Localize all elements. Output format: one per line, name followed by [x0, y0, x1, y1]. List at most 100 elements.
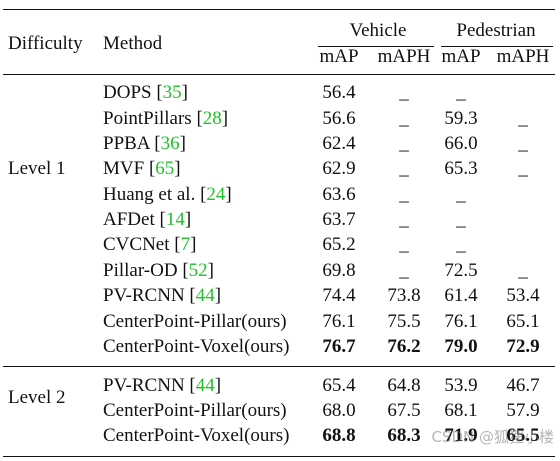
header-vehicle-maph: mAPH: [377, 46, 431, 67]
value-cell-p-maph: 72.9: [506, 336, 540, 357]
citation-link[interactable]: 44: [195, 285, 215, 306]
value-cell-v-map: 63.6: [322, 184, 356, 205]
value-cell-p-maph: 57.9: [506, 400, 540, 421]
value-cell-p-map: _: [456, 234, 466, 255]
citation-link[interactable]: 65: [155, 158, 175, 179]
citation-link[interactable]: 35: [162, 82, 182, 103]
value-cell-v-map: 76.1: [322, 311, 356, 332]
value-cell-p-maph: _: [518, 108, 528, 129]
vehicle-cmidrule: [318, 46, 434, 47]
citation-link[interactable]: 7: [180, 234, 191, 255]
method-cell: PointPillars [28]: [103, 108, 229, 129]
value-cell-v-maph: _: [399, 260, 409, 281]
method-name: CenterPoint-Pillar(ours): [103, 400, 287, 421]
method-cell: PPBA [36]: [103, 133, 186, 154]
value-cell-p-map: 68.1: [444, 400, 478, 421]
method-name: PointPillars: [103, 108, 192, 129]
method-cell: PV-RCNN [44]: [103, 375, 222, 396]
method-name: CenterPoint-Pillar(ours): [103, 311, 287, 332]
value-cell-v-map: 65.4: [322, 375, 356, 396]
header-difficulty: Difficulty: [8, 33, 83, 54]
method-cell: DOPS [35]: [103, 82, 188, 103]
value-cell-p-map: 53.9: [444, 375, 478, 396]
value-cell-p-maph: 53.4: [506, 285, 540, 306]
level-label: Level 2: [8, 387, 66, 408]
value-cell-p-map: 72.5: [444, 260, 478, 281]
method-cell: Pillar-OD [52]: [103, 260, 214, 281]
method-name: CVCNet: [103, 234, 170, 255]
value-cell-p-map: _: [456, 82, 466, 103]
method-cell: CVCNet [7]: [103, 234, 197, 255]
value-cell-p-map: 79.0: [444, 336, 478, 357]
value-cell-v-maph: 76.2: [387, 336, 421, 357]
citation-link[interactable]: 36: [160, 133, 180, 154]
value-cell-p-maph: 65.5: [506, 425, 540, 446]
citation-link[interactable]: 28: [202, 108, 222, 129]
value-cell-p-map: 65.3: [444, 158, 478, 179]
method-cell: AFDet [14]: [103, 209, 192, 230]
method-cell: MVF [65]: [103, 158, 181, 179]
method-name: MVF: [103, 158, 145, 179]
method-name: PV-RCNN: [103, 285, 185, 306]
bottom-rule: [3, 456, 555, 457]
method-name: AFDet: [103, 209, 155, 230]
method-name: PV-RCNN: [103, 375, 185, 396]
value-cell-p-map: _: [456, 184, 466, 205]
value-cell-v-maph: 68.3: [387, 425, 421, 446]
value-cell-p-map: 71.9: [444, 425, 478, 446]
top-rule: [3, 9, 555, 10]
value-cell-p-maph: _: [518, 260, 528, 281]
value-cell-v-map: 69.8: [322, 260, 356, 281]
level-separator-rule: [3, 366, 555, 367]
method-cell: CenterPoint-Voxel(ours): [103, 425, 289, 447]
value-cell-p-map: 66.0: [444, 133, 478, 154]
method-name: CenterPoint-Voxel(ours): [103, 336, 290, 357]
value-cell-v-map: 65.2: [322, 234, 356, 255]
value-cell-v-maph: _: [399, 82, 409, 103]
value-cell-p-maph: _: [518, 158, 528, 179]
method-name: PPBA: [103, 133, 150, 154]
value-cell-v-maph: 75.5: [387, 311, 421, 332]
citation-link[interactable]: 52: [188, 260, 208, 281]
method-cell: CenterPoint-Pillar(ours): [103, 400, 287, 422]
value-cell-v-map: 76.7: [322, 336, 356, 357]
header-rule: [3, 74, 555, 75]
method-name: DOPS: [103, 82, 152, 103]
method-cell: PV-RCNN [44]: [103, 285, 222, 306]
value-cell-v-map: 62.9: [322, 158, 356, 179]
value-cell-v-maph: 73.8: [387, 285, 421, 306]
header-vehicle: Vehicle: [349, 20, 407, 41]
value-cell-p-maph: _: [518, 133, 528, 154]
value-cell-v-maph: 64.8: [387, 375, 421, 396]
value-cell-v-map: 62.4: [322, 133, 356, 154]
value-cell-v-maph: _: [399, 209, 409, 230]
method-cell: Huang et al. [24]: [103, 184, 232, 205]
method-name: CenterPoint-Voxel(ours): [103, 425, 290, 446]
header-vehicle-map: mAP: [319, 46, 359, 67]
citation-link[interactable]: 24: [206, 184, 226, 205]
header-pedestrian: Pedestrian: [456, 20, 536, 41]
level-label: Level 1: [8, 158, 66, 179]
pedestrian-cmidrule: [441, 46, 553, 47]
header-pedestrian-map: mAP: [441, 46, 481, 67]
value-cell-v-map: 74.4: [322, 285, 356, 306]
method-name: Huang et al.: [103, 184, 196, 205]
value-cell-p-map: _: [456, 209, 466, 230]
value-cell-v-map: 68.0: [322, 400, 356, 421]
value-cell-p-map: 76.1: [444, 311, 478, 332]
watermark: CSDN @狐狸小楼: [431, 428, 554, 446]
method-name: Pillar-OD: [103, 260, 178, 281]
value-cell-v-maph: _: [399, 108, 409, 129]
value-cell-p-map: 59.3: [444, 108, 478, 129]
value-cell-v-map: 56.4: [322, 82, 356, 103]
value-cell-v-maph: _: [399, 158, 409, 179]
citation-link[interactable]: 44: [195, 375, 215, 396]
value-cell-p-map: 61.4: [444, 285, 478, 306]
value-cell-p-maph: 46.7: [506, 375, 540, 396]
value-cell-v-maph: _: [399, 184, 409, 205]
value-cell-v-maph: _: [399, 234, 409, 255]
citation-link[interactable]: 14: [165, 209, 185, 230]
header-pedestrian-maph: mAPH: [496, 46, 550, 67]
value-cell-v-maph: 67.5: [387, 400, 421, 421]
value-cell-p-maph: 65.1: [506, 311, 540, 332]
